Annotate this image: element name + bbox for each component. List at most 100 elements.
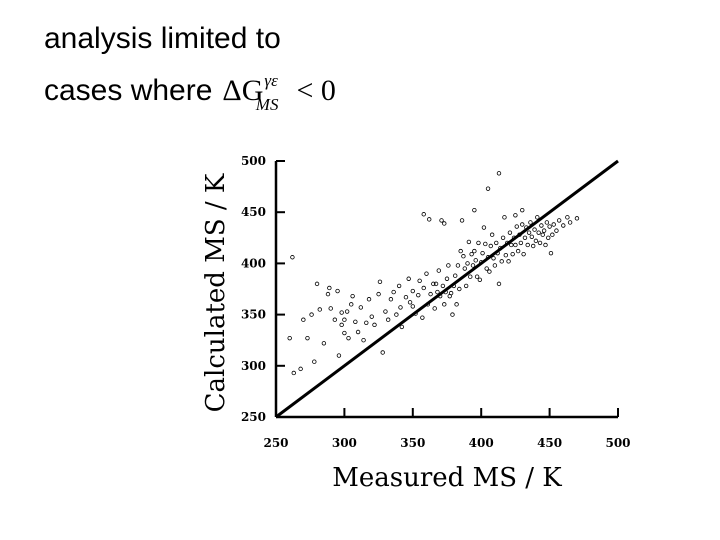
data-point — [500, 235, 506, 240]
data-point — [369, 314, 374, 319]
data-point — [353, 319, 358, 324]
data-point — [454, 302, 459, 307]
data-point — [420, 315, 425, 320]
caption-line-1: analysis limited to — [44, 22, 281, 55]
data-point — [477, 277, 483, 282]
data-point — [556, 218, 562, 223]
data-point — [520, 207, 525, 213]
x-tick-label: 300 — [332, 436, 357, 450]
data-point — [540, 232, 545, 237]
data-point — [442, 302, 447, 307]
data-point — [376, 291, 381, 297]
data-point — [406, 276, 411, 281]
data-point — [565, 215, 570, 220]
x-ticks: 250 300 350 400 450 500 — [263, 408, 631, 450]
data-point — [366, 297, 372, 302]
data-point — [435, 289, 440, 295]
data-point — [439, 218, 444, 223]
x-tick-label: 500 — [605, 436, 630, 450]
data-point — [533, 238, 539, 244]
x-tick-label: 400 — [469, 436, 494, 450]
data-point — [492, 263, 498, 268]
data-point — [509, 242, 514, 248]
data-point — [327, 285, 332, 291]
data-point — [428, 291, 433, 297]
data-point — [361, 338, 366, 343]
data-point — [453, 273, 458, 278]
data-point — [358, 305, 364, 310]
data-point — [487, 269, 492, 274]
data-point — [350, 293, 355, 299]
data-point — [388, 297, 394, 302]
caption-line-2-text: cases where — [44, 74, 213, 107]
y-tick-label: 350 — [241, 308, 266, 322]
data-point — [339, 310, 344, 315]
data-point — [410, 304, 415, 309]
data-point — [485, 186, 491, 191]
data-point — [466, 239, 472, 245]
data-point — [496, 281, 502, 287]
data-point — [332, 317, 338, 322]
caption: analysis limited to cases where ΔGγε MS < 0 — [44, 18, 336, 126]
data-point — [309, 312, 314, 317]
data-point — [462, 266, 467, 271]
data-point — [554, 228, 559, 233]
data-point — [539, 223, 544, 228]
data-point — [463, 283, 469, 289]
data-point — [459, 218, 465, 223]
data-point — [528, 220, 533, 225]
data-point — [514, 224, 519, 229]
data-point — [470, 263, 476, 268]
data-point — [521, 251, 526, 257]
data-point — [535, 215, 540, 220]
data-point — [484, 266, 489, 271]
data-point — [291, 370, 296, 376]
data-points — [287, 171, 580, 376]
x-axis-label: Measured MS / K — [332, 463, 562, 493]
data-point — [398, 305, 403, 310]
data-point — [444, 276, 450, 281]
data-point — [541, 228, 547, 233]
data-point — [458, 248, 463, 254]
data-point — [465, 261, 470, 266]
data-point — [507, 230, 513, 235]
data-point — [551, 222, 556, 227]
data-point — [506, 259, 511, 264]
data-point — [442, 221, 447, 226]
data-point — [513, 242, 518, 248]
data-point — [483, 241, 488, 247]
data-point — [399, 324, 405, 330]
y-tick-label: 500 — [241, 154, 266, 168]
formula-symbol: ΔG — [222, 74, 264, 107]
data-point — [421, 212, 426, 217]
data-point — [407, 300, 413, 305]
data-point — [355, 329, 361, 335]
data-point — [446, 263, 451, 268]
data-point — [526, 230, 532, 235]
data-point — [489, 232, 495, 237]
data-point — [496, 171, 502, 176]
data-point — [325, 291, 331, 297]
data-point — [301, 317, 306, 322]
data-point — [567, 220, 573, 225]
data-point — [346, 335, 351, 341]
data-point — [522, 235, 528, 240]
data-point — [481, 225, 487, 230]
data-point — [344, 309, 350, 314]
data-point — [431, 281, 436, 287]
data-point — [480, 250, 485, 256]
data-point — [525, 242, 530, 248]
data-point — [433, 281, 439, 287]
data-point — [503, 253, 509, 258]
data-point — [364, 320, 369, 325]
data-point — [287, 335, 292, 341]
data-point — [537, 240, 543, 246]
data-point — [336, 353, 342, 358]
data-point — [383, 309, 388, 314]
data-point — [546, 235, 551, 240]
data-point — [335, 288, 340, 294]
data-point — [349, 302, 354, 307]
data-point — [543, 242, 548, 248]
data-point — [290, 255, 295, 260]
data-point — [385, 317, 391, 322]
